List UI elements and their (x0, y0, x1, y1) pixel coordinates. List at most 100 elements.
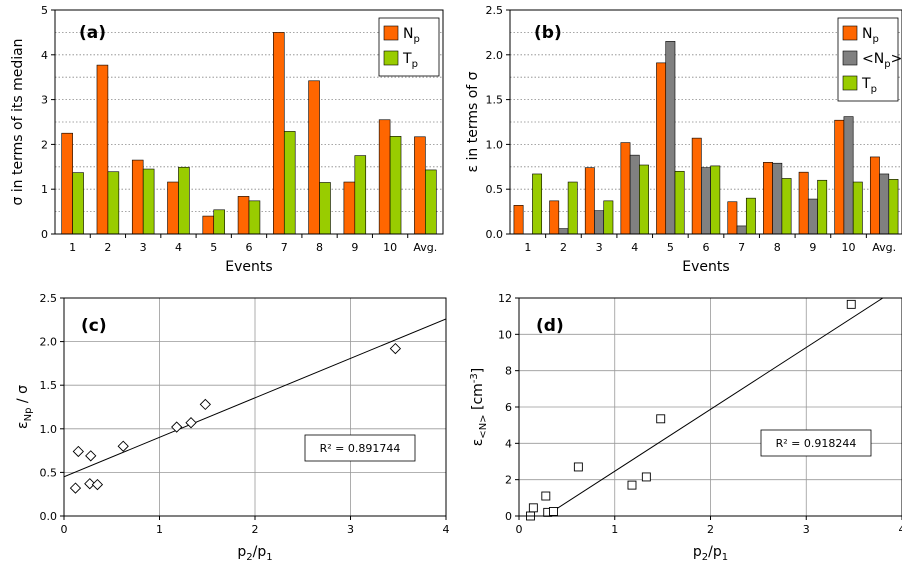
x-tick-label: 8 (316, 241, 323, 254)
bar-1-cat-3 (131, 159, 144, 235)
legend-swatch (842, 75, 858, 91)
y-tick-label: 3 (41, 94, 48, 107)
x-tick-label: 4 (899, 523, 902, 536)
legend-swatch (842, 50, 858, 66)
r2-annotation-box (760, 429, 872, 457)
legend-swatch (842, 25, 858, 41)
bar-1-cat-5 (202, 215, 215, 235)
x-tick-label: 4 (175, 241, 182, 254)
chart-panel-a: 0 1 2 3 4 5 1 2 3 4 5 6 7 8 9 10 Avg. Events σ in terms of… (10, 4, 444, 275)
legend-label: Np (403, 26, 420, 45)
y-axis-label: σ in terms of its median (10, 38, 26, 205)
x-tick-label: 8 (774, 241, 781, 254)
data-point-6 (117, 440, 129, 452)
bar-1-cat-Avg (869, 156, 880, 235)
r2-annotation: R² = 0.918244 (776, 437, 857, 450)
bar-1-cat-6 (237, 196, 250, 235)
x-tick-label: 1 (69, 241, 76, 254)
x-tick-label: 7 (281, 241, 288, 254)
data-point-9 (199, 398, 211, 411)
x-tick-label: 5 (210, 241, 217, 254)
data-point-3 (541, 491, 551, 501)
bar-1-cat-9 (798, 171, 809, 235)
x-tick-label: Avg. (872, 241, 896, 254)
bar-1-cat-8 (308, 80, 320, 235)
bar-3-cat-2 (567, 181, 578, 235)
bar-3-cat-8 (781, 178, 792, 235)
bar-2-cat-Avg (425, 169, 437, 235)
y-tick-label: 1.5 (486, 94, 504, 107)
x-tick-label: 4 (443, 523, 450, 536)
x-tick-label: 3 (140, 241, 147, 254)
x-axis-label: Events (682, 259, 729, 275)
bar-2-cat-9 (807, 198, 818, 235)
bar-3-cat-10 (852, 181, 863, 235)
bar-2-cat-8 (319, 182, 331, 235)
y-tick-label: 2.0 (40, 336, 58, 349)
bar-2-cat-9 (354, 155, 367, 235)
y-tick-label: 8 (505, 365, 512, 378)
y-tick-label: 2 (41, 138, 48, 151)
y-axis-label: εNp / σ (15, 385, 34, 429)
bar-2-cat-7 (283, 131, 296, 235)
x-tick-label: 3 (803, 523, 810, 536)
x-tick-label: 10 (842, 241, 856, 254)
legend-label: Tp (861, 76, 877, 95)
bar-2-cat-4 (178, 166, 190, 235)
bar-1-cat-6 (691, 137, 702, 235)
y-tick-label: 1.0 (40, 423, 58, 436)
x-axis-label: Events (225, 259, 272, 275)
x-tick-label: 0 (516, 523, 523, 536)
data-point-2 (528, 503, 538, 513)
x-tick-label: 5 (667, 241, 674, 254)
bar-2-cat-4 (629, 154, 640, 235)
y-tick-label: 4 (41, 49, 48, 62)
y-axis-label: ε in terms of σ (465, 71, 481, 172)
data-point-3 (84, 478, 96, 490)
fit-line (544, 298, 884, 516)
x-tick-label: 3 (347, 523, 354, 536)
legend-label: Np (862, 26, 879, 45)
legend-swatch (383, 25, 399, 41)
bar-1-cat-5 (656, 62, 667, 235)
panel-label: (a) (79, 23, 106, 43)
y-tick-label: 1.0 (486, 138, 504, 151)
bar-1-cat-1 (61, 132, 73, 235)
x-tick-label: 3 (596, 241, 603, 254)
bar-1-cat-10 (834, 119, 845, 235)
y-tick-label: 0.0 (486, 228, 504, 241)
data-point-5 (549, 507, 558, 516)
bar-2-cat-3 (142, 168, 155, 235)
data-point-6 (573, 462, 583, 472)
bar-1-cat-9 (343, 181, 356, 235)
y-tick-label: 10 (498, 328, 512, 341)
x-tick-label: 2 (104, 241, 111, 254)
y-tick-label: 12 (498, 292, 512, 305)
x-tick-label: 1 (611, 523, 618, 536)
y-tick-label: 0 (41, 228, 48, 241)
bar-1-cat-4 (167, 181, 179, 235)
bar-3-cat-Avg (888, 179, 899, 235)
legend-label: Tp (402, 51, 418, 70)
bar-3-cat-5 (674, 170, 685, 235)
r2-annotation: R² = 0.891744 (320, 442, 401, 455)
bar-2-cat-5 (665, 41, 676, 235)
legend-swatch (383, 50, 399, 66)
chart-panel-c: 0 1 2 3 4 0.0 0.5 1.0 1.5 2.0 2.5 p2/p1 εNp / σ (c) R²… (15, 292, 450, 563)
plot-frame (509, 9, 902, 235)
y-tick-label: 0.0 (40, 510, 58, 523)
bar-2-cat-7 (736, 225, 747, 235)
y-tick-label: 2.0 (486, 49, 504, 62)
bar-2-cat-3 (594, 210, 605, 235)
data-point-10 (389, 342, 402, 355)
bar-1-cat-3 (584, 167, 595, 235)
bar-1-cat-Avg (414, 136, 426, 235)
data-point-9 (656, 414, 666, 424)
legend-label: <Np> (862, 51, 902, 70)
bar-2-cat-2 (107, 171, 120, 235)
y-tick-label: 5 (41, 4, 48, 17)
bar-1-cat-7 (273, 32, 285, 235)
y-tick-label: 6 (505, 401, 512, 414)
bar-2-cat-5 (213, 209, 225, 235)
x-tick-label: 6 (246, 241, 253, 254)
